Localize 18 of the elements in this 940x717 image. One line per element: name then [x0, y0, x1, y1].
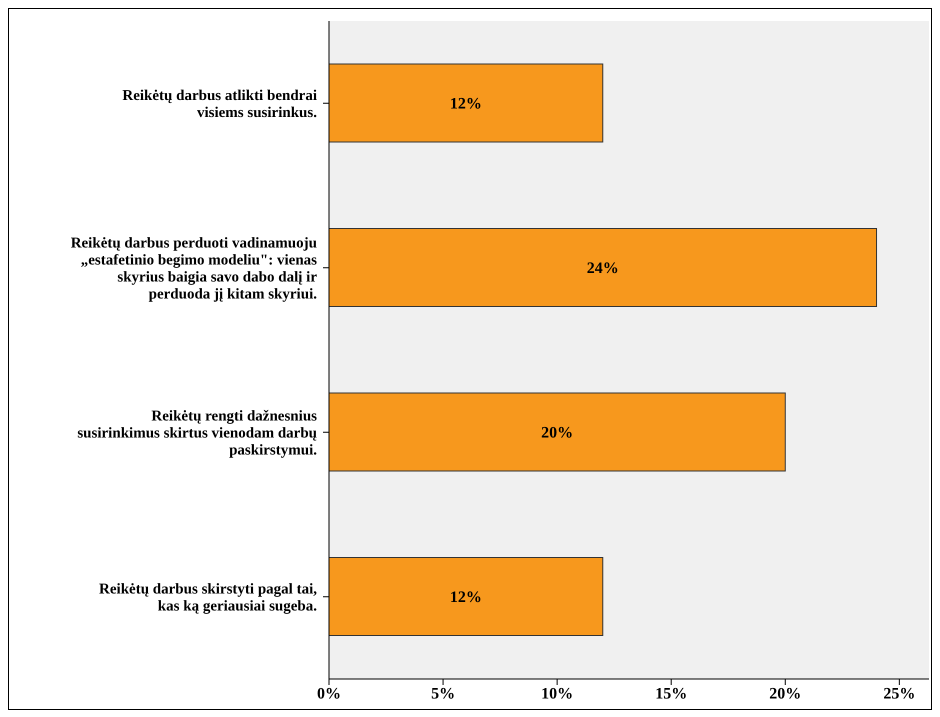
- y-tick-label: Reikėtų rengti dažnesnius susirinkimus skirtus vienodam darbų paskirstymui.: [77, 408, 318, 458]
- y-tick-label: Reikėtų darbus perduoti vadinamuoju „estafetinio begimo modeliu": vienas skyrius baigia savo dabo dalį ir perduoda jį kitam skyriui.: [70, 236, 318, 302]
- data-label: 24%: [586, 260, 619, 278]
- x-tick-label: 15%: [655, 685, 688, 702]
- data-label: 12%: [450, 96, 482, 113]
- bar: [329, 228, 878, 307]
- data-label: 12%: [450, 589, 482, 606]
- bar: [329, 557, 604, 636]
- x-tick-label: 10%: [541, 685, 574, 702]
- bar: [329, 392, 786, 472]
- x-tick-label: 20%: [769, 685, 802, 702]
- x-tick-label: 0%: [317, 685, 341, 702]
- y-tick-label: Reikėtų darbus skirstyti pagal tai, kas ką geriausiai sugeba.: [99, 582, 318, 614]
- y-tick-label: Reikėtų darbus atlikti bendrai visiems susirinkus.: [122, 88, 318, 121]
- x-tick-label: 5%: [431, 685, 456, 702]
- bar: [329, 64, 604, 142]
- data-label: 20%: [541, 424, 574, 442]
- x-tick-label: 25%: [883, 685, 916, 702]
